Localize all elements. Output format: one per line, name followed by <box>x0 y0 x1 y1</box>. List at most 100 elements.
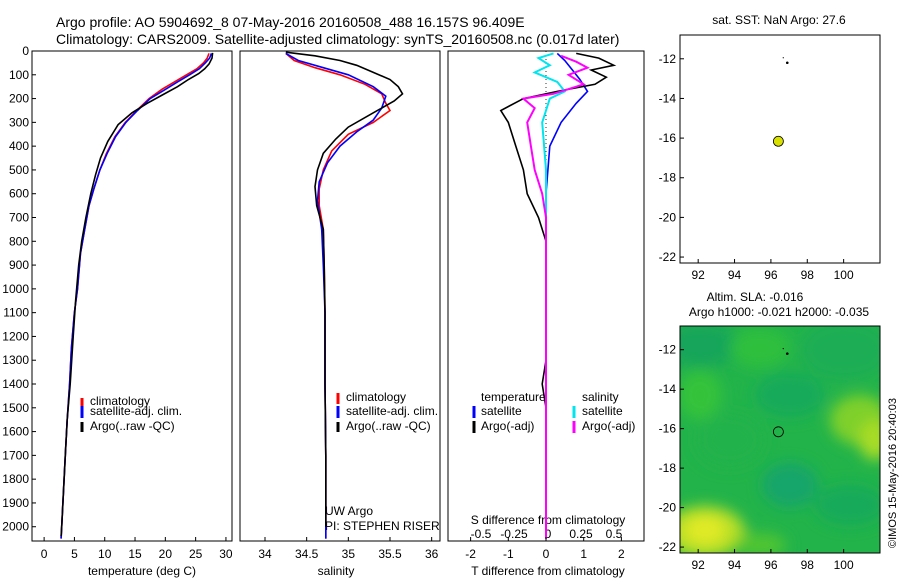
x-tick-label: -1 <box>503 547 514 561</box>
map-y-tick-label: -14 <box>659 91 677 105</box>
legend-label-satellite: satellite-adj. clim. <box>90 404 182 418</box>
x-tick-label: 34 <box>258 547 272 561</box>
map-x-tick-label: 92 <box>692 268 706 282</box>
x-tick-label: 20 <box>159 547 173 561</box>
map-y-tick-label: -18 <box>659 461 677 475</box>
track-position-dot <box>785 61 789 65</box>
x-tick-label: -2 <box>465 547 476 561</box>
s-difference-label: S difference from climatology <box>471 513 626 527</box>
difference-profile-panel: temperature satellite Argo(-adj) salinit… <box>447 50 645 578</box>
map-y-tick-label: -22 <box>659 540 677 554</box>
s-tick: -0.5 <box>471 527 492 541</box>
float-pi-label: PI: STEPHEN RISER <box>325 519 440 533</box>
x-tick-label: 35.5 <box>378 547 402 561</box>
s-tick: 0.5 <box>606 527 623 541</box>
y-tick-label: 800 <box>9 234 29 248</box>
sst-map-title: sat. SST: NaN Argo: 27.6 <box>712 13 846 27</box>
x-tick-label: 30 <box>219 547 233 561</box>
map-x-tick-label: 100 <box>834 558 854 572</box>
series-line-argo-raw-qc- <box>60 52 214 537</box>
s-tick: 0 <box>545 527 552 541</box>
y-tick-label: 100 <box>9 68 29 82</box>
y-tick-label: 300 <box>9 115 29 129</box>
y-tick-label: 1400 <box>2 377 29 391</box>
salinity-profile-panel: climatology satellite-adj. clim. Argo(..… <box>239 50 441 578</box>
y-tick-label: 1100 <box>3 306 29 320</box>
float-program-label: UW Argo <box>325 504 373 518</box>
map-x-tick-label: 98 <box>801 558 815 572</box>
map-y-tick-label: -14 <box>659 382 677 396</box>
map-y-tick-label: -22 <box>659 250 677 264</box>
y-tick-label: 1300 <box>2 353 29 367</box>
map-x-tick-label: 96 <box>764 268 778 282</box>
sla-map-panel: Altim. SLA: -0.016 Argo h1000: -0.021 h2… <box>659 290 881 572</box>
map-y-tick-label: -16 <box>659 422 677 436</box>
y-tick-label: 1500 <box>2 401 29 415</box>
series-line-satellite-adj-clim- <box>285 52 387 539</box>
y-tick-label: 500 <box>9 163 29 177</box>
temperature-legend: climatology satellite-adj. clim. Argo(..… <box>80 394 182 433</box>
temperature-plot-frame <box>31 50 233 542</box>
temperature-xlabel: temperature (deg C) <box>88 564 196 578</box>
y-tick-label: 0 <box>22 44 29 58</box>
sla-map-subtitle: Argo h1000: -0.021 h2000: -0.035 <box>689 305 869 319</box>
map-y-tick-label: -18 <box>659 171 677 185</box>
x-tick-label: 2 <box>618 547 625 561</box>
map-x-tick-label: 98 <box>801 268 815 282</box>
series-line-satellite-adj-clim- <box>60 53 213 539</box>
series-line-climatology <box>285 52 392 539</box>
y-tick-label: 1900 <box>2 496 29 510</box>
x-tick-label: 34.5 <box>295 547 319 561</box>
figure-title-line2: Climatology: CARS2009. Satellite-adjuste… <box>56 31 619 47</box>
x-tick-label: 1 <box>580 547 587 561</box>
x-tick-label: 10 <box>98 547 112 561</box>
series-line-s-satellite <box>532 52 567 539</box>
sla-map-frame <box>679 325 881 554</box>
x-tick-label: 25 <box>189 547 203 561</box>
legend-label-argo: Argo(..raw -QC) <box>90 419 175 433</box>
salinity-plot-frame <box>239 50 441 542</box>
legend-heading-temperature: temperature <box>481 390 546 404</box>
t-difference-xlabel: T difference from climatology <box>471 564 625 578</box>
y-tick-label: 700 <box>9 211 29 225</box>
x-tick-label: 0 <box>41 547 48 561</box>
float-position-marker <box>772 426 784 438</box>
y-tick-label: 1800 <box>2 472 29 486</box>
series-line-argo-raw-qc- <box>285 51 404 527</box>
legend-label-climatology: climatology <box>90 394 150 408</box>
sst-map-panel: sat. SST: NaN Argo: 27.6 92 94 96 98 100 -12 -… <box>659 13 881 282</box>
map-x-tick-label: 94 <box>728 558 742 572</box>
x-tick-label: 0 <box>543 547 550 561</box>
map-x-tick-label: 96 <box>764 558 778 572</box>
y-tick-label: 1200 <box>2 329 29 343</box>
difference-legend: temperature satellite Argo(-adj) salinit… <box>472 390 635 433</box>
map-y-tick-label: -20 <box>659 210 677 224</box>
map-x-tick-label: 94 <box>728 268 742 282</box>
map-y-tick-label: -12 <box>659 52 677 66</box>
y-tick-label: 600 <box>9 187 29 201</box>
legend-label-s-satellite: satellite <box>582 404 623 418</box>
s-difference-ticks: -0.5 -0.25 0 0.25 0.5 <box>471 527 623 541</box>
y-tick-label: 1000 <box>2 282 29 296</box>
temperature-profile-panel: climatology satellite-adj. clim. Argo(..… <box>2 44 233 578</box>
track-position-dot <box>782 57 784 59</box>
legend-heading-salinity: salinity <box>582 390 619 404</box>
series-line-climatology <box>60 53 210 539</box>
sst-map-frame <box>679 34 881 264</box>
legend-label-t-argo: Argo(-adj) <box>481 419 534 433</box>
sla-map-title: Altim. SLA: -0.016 <box>707 290 804 304</box>
y-tick-label: 2000 <box>2 520 29 534</box>
track-position-dot <box>782 348 784 350</box>
series-line-t-satellite <box>545 52 589 539</box>
y-tick-label: 1700 <box>2 448 29 462</box>
map-y-tick-label: -20 <box>659 501 677 515</box>
series-line-t-argo-adj- <box>499 52 617 539</box>
legend-label-s-argo: Argo(-adj) <box>582 419 635 433</box>
legend-label-climatology: climatology <box>346 390 406 404</box>
x-tick-label: 15 <box>128 547 142 561</box>
map-y-tick-label: -16 <box>659 131 677 145</box>
map-x-tick-label: 92 <box>692 558 706 572</box>
x-tick-label: 5 <box>71 547 78 561</box>
x-tick-label: 35 <box>342 547 356 561</box>
